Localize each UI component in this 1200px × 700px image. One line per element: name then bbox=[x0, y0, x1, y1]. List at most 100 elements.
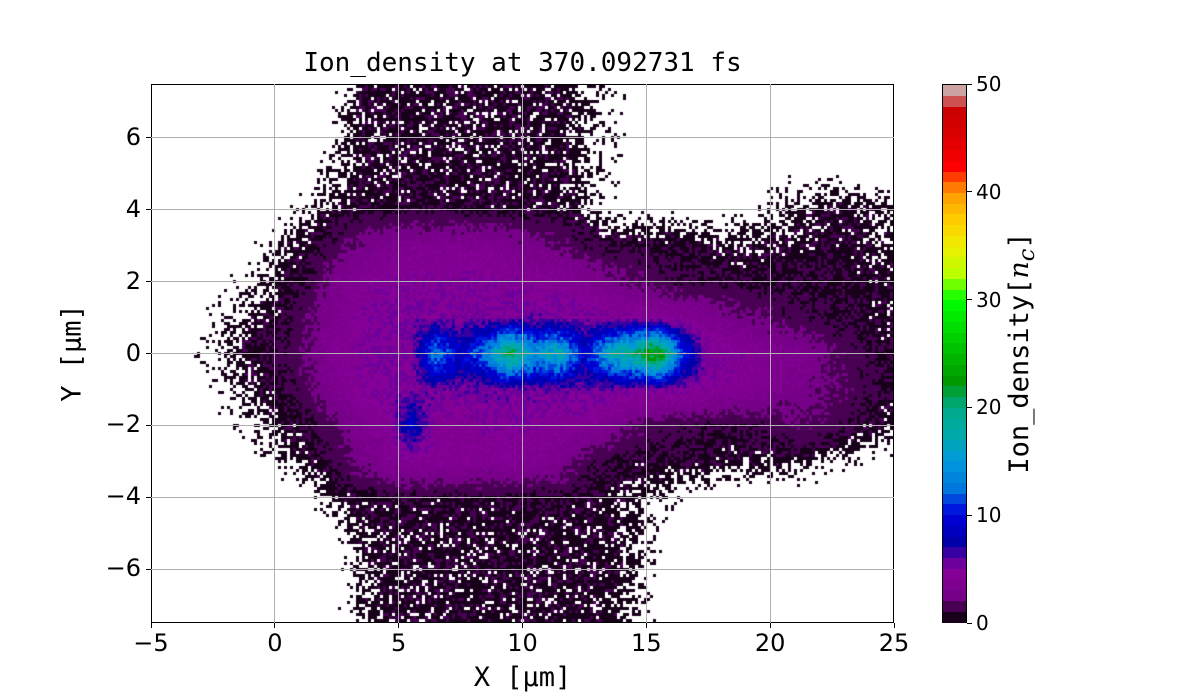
colorbar-band bbox=[943, 364, 966, 376]
y-gridline bbox=[151, 496, 894, 498]
colorbar-band bbox=[943, 160, 966, 172]
colorbar-tick bbox=[967, 406, 972, 408]
colorbar-band bbox=[943, 611, 966, 623]
colorbar-tick-label: 10 bbox=[976, 503, 1002, 528]
colorbar-band bbox=[943, 299, 966, 312]
colorbar-band bbox=[943, 514, 966, 526]
colorbar-band bbox=[943, 321, 966, 333]
colorbar-band bbox=[943, 353, 966, 365]
x-tick-label: 20 bbox=[754, 629, 786, 657]
x-tick-label: 15 bbox=[631, 629, 662, 657]
colorbar-band bbox=[943, 450, 966, 462]
y-gridline bbox=[151, 424, 894, 426]
y-tick bbox=[146, 209, 151, 211]
colorbar-band bbox=[943, 246, 966, 258]
x-tick bbox=[893, 623, 895, 628]
y-gridline bbox=[151, 568, 894, 570]
colorbar bbox=[942, 84, 967, 623]
colorbar-band bbox=[943, 579, 966, 591]
colorbar-band bbox=[943, 278, 966, 290]
y-tick bbox=[146, 353, 151, 354]
y-gridline bbox=[151, 209, 894, 211]
colorbar-band bbox=[943, 546, 966, 559]
colorbar-band bbox=[943, 224, 966, 236]
colorbar-tick-label: 50 bbox=[976, 72, 1002, 96]
colorbar-band bbox=[943, 149, 966, 161]
colorbar-band bbox=[943, 525, 966, 537]
colorbar-band bbox=[943, 138, 966, 151]
x-tick bbox=[645, 623, 647, 628]
colorbar-band bbox=[943, 192, 966, 204]
colorbar-band bbox=[943, 557, 966, 569]
colorbar-band bbox=[943, 471, 966, 483]
colorbar-band bbox=[943, 170, 966, 183]
colorbar-band bbox=[943, 85, 966, 97]
colorbar-tick-label: 40 bbox=[976, 179, 1002, 204]
colorbar-tick-label: 0 bbox=[976, 611, 989, 635]
y-gridline bbox=[151, 281, 894, 283]
colorbar-label-suffix: ] bbox=[1003, 232, 1035, 249]
colorbar-band bbox=[943, 407, 966, 419]
x-tick bbox=[769, 623, 771, 628]
y-tick bbox=[146, 137, 151, 139]
x-axis-label: X [μm] bbox=[473, 662, 572, 693]
colorbar-band bbox=[943, 106, 966, 118]
colorbar-band bbox=[943, 385, 966, 398]
x-tick bbox=[274, 623, 276, 628]
x-tick-label: 5 bbox=[391, 629, 407, 657]
colorbar-band bbox=[943, 342, 966, 355]
colorbar-band bbox=[943, 439, 966, 451]
colorbar-band bbox=[943, 203, 966, 215]
colorbar-label: Ion_density[nc] bbox=[1004, 232, 1040, 473]
colorbar-band bbox=[943, 536, 966, 548]
colorbar-tick-label: 20 bbox=[976, 395, 1002, 420]
colorbar-band bbox=[943, 503, 966, 516]
x-tick bbox=[522, 623, 523, 628]
colorbar-tick bbox=[967, 622, 972, 624]
colorbar-band bbox=[943, 95, 966, 108]
y-gridline bbox=[151, 137, 894, 139]
colorbar-band bbox=[943, 600, 966, 612]
colorbar-band bbox=[943, 460, 966, 473]
y-tick-label: 4 bbox=[125, 194, 141, 223]
y-tick-label: 0 bbox=[125, 338, 141, 367]
colorbar-band bbox=[943, 181, 966, 193]
colorbar-band bbox=[943, 568, 966, 580]
colorbar-band bbox=[943, 396, 966, 408]
x-tick bbox=[398, 623, 400, 628]
colorbar-band bbox=[943, 289, 966, 301]
colorbar-band bbox=[943, 127, 966, 140]
colorbar-band bbox=[943, 117, 966, 129]
colorbar-band bbox=[943, 213, 966, 226]
y-tick-label: −6 bbox=[105, 554, 141, 583]
colorbar-band bbox=[943, 235, 966, 247]
colorbar-tick bbox=[967, 191, 972, 193]
y-tick bbox=[146, 568, 151, 570]
colorbar-band bbox=[943, 428, 966, 440]
y-tick-label: −4 bbox=[105, 482, 141, 511]
colorbar-tick-label: 30 bbox=[976, 287, 1002, 312]
colorbar-tick bbox=[967, 299, 972, 301]
colorbar-label-prefix: Ion_density[ bbox=[1003, 278, 1035, 474]
colorbar-band bbox=[943, 267, 966, 279]
y-tick bbox=[146, 496, 151, 498]
colorbar-band bbox=[943, 310, 966, 322]
x-tick-label: 10 bbox=[507, 629, 538, 657]
y-gridline bbox=[151, 353, 894, 354]
colorbar-band bbox=[943, 589, 966, 602]
chart-title: Ion_density at 370.092731 fs bbox=[303, 48, 742, 78]
y-tick-label: 2 bbox=[125, 266, 141, 295]
y-tick-label: 6 bbox=[125, 122, 141, 151]
x-tick-label: 0 bbox=[267, 629, 283, 657]
colorbar-band bbox=[943, 374, 966, 387]
colorbar-label-var: n bbox=[1003, 261, 1035, 279]
x-tick-label: 25 bbox=[878, 629, 910, 657]
colorbar-tick bbox=[967, 83, 972, 85]
y-tick-label: −2 bbox=[105, 410, 141, 439]
colorbar-tick bbox=[967, 514, 972, 516]
y-tick bbox=[146, 281, 151, 283]
x-tick-label: −5 bbox=[133, 629, 169, 657]
colorbar-band bbox=[943, 417, 966, 430]
y-tick bbox=[146, 424, 151, 426]
